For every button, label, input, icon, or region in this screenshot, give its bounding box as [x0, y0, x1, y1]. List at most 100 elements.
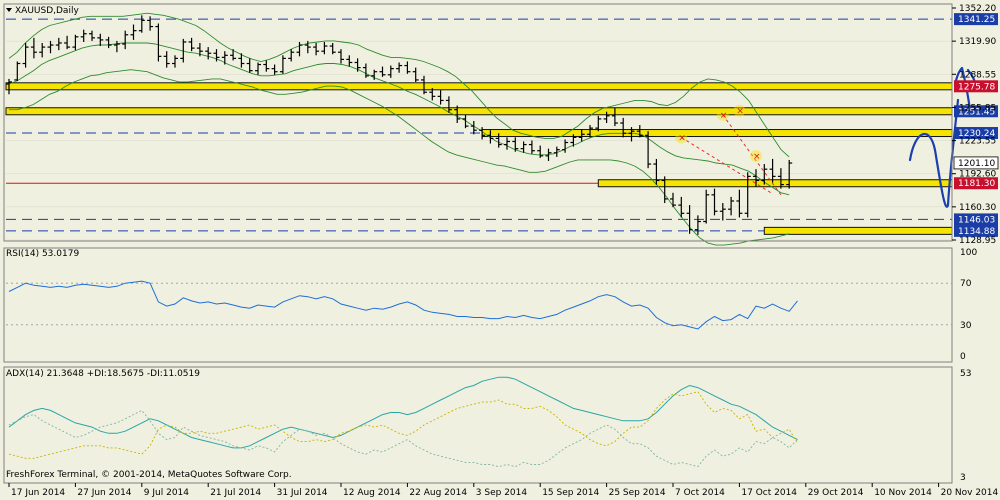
- date-tick-label: 3 Sep 2014: [476, 488, 528, 498]
- ohlc-bar: [578, 129, 585, 142]
- date-tick-label: 10 Nov 2014: [874, 488, 932, 498]
- ohlc-bar: [553, 146, 560, 157]
- price-tick-label: 1319.90: [959, 37, 996, 47]
- ohlc-bar: [163, 51, 170, 68]
- ohlc-bar: [537, 145, 544, 158]
- bollinger-lower: [9, 69, 790, 246]
- ohlc-bar: [396, 62, 403, 73]
- ohlc-bar: [595, 115, 602, 132]
- price-tag-box: [954, 224, 998, 237]
- yellow-zone: [5, 82, 953, 91]
- price-tag-box: [953, 156, 999, 170]
- ohlc-bar: [587, 125, 593, 138]
- price-tag: 1341.25: [954, 13, 998, 26]
- ohlc-bar: [694, 215, 701, 235]
- ohlc-bar: [495, 133, 502, 148]
- rsi-layer: [8, 280, 798, 330]
- ohlc-bar: [512, 137, 519, 152]
- price-tag: 1201.10: [953, 156, 999, 170]
- price-tick-label: 1352.20: [959, 4, 996, 14]
- ohlc-bar: [379, 66, 386, 77]
- ohlc-bar: [611, 107, 618, 127]
- ohlc-bar: [387, 65, 394, 78]
- ohlc-bar: [645, 131, 652, 169]
- ohlc-bar: [296, 41, 303, 57]
- ohlc-bar: [221, 51, 228, 65]
- price-tick-label: 1160.30: [959, 203, 996, 213]
- watermark: FreshForex Terminal, © 2001-2014, MetaQu…: [6, 470, 292, 480]
- ohlc-bar: [777, 168, 784, 189]
- ohlc-bar: [711, 188, 718, 216]
- price-tag-box: [954, 127, 998, 140]
- bollinger-layer: [8, 12, 790, 246]
- price-tag-box: [954, 80, 998, 93]
- ohlc-bar: [205, 47, 212, 60]
- rsi-panel-frame: [3, 247, 953, 363]
- ohlc-bar: [313, 42, 320, 56]
- ohlc-bar: [130, 24, 137, 40]
- price-panel-title: XAUUSD,Daily: [6, 6, 79, 16]
- ohlc-bar: [562, 139, 569, 153]
- ohlc-bar: [271, 64, 278, 75]
- yellow-zone: [481, 129, 953, 138]
- ohlc-bar: [255, 62, 261, 75]
- yellow-zone: [5, 107, 953, 116]
- highlight-marker: [716, 108, 729, 121]
- ohlc-bar: [429, 88, 436, 101]
- ohlc-bar: [454, 105, 461, 124]
- ohlc-bar: [479, 127, 486, 140]
- ohlc-bar: [462, 114, 469, 129]
- ohlc-bar: [728, 196, 735, 216]
- ohlc-bar: [47, 40, 54, 54]
- yellow-zone: [597, 179, 953, 188]
- ohlc-bar: [445, 96, 452, 113]
- ohlc-bar: [279, 55, 286, 74]
- price-tag: 1230.24: [954, 127, 998, 140]
- ohlc-bar: [105, 36, 112, 49]
- ohlc-bar: [39, 42, 46, 58]
- date-tick-label: 25 Sep 2014: [609, 488, 666, 498]
- ohlc-bar: [230, 49, 237, 61]
- ohlc-bar: [437, 90, 444, 105]
- ohlc-bar: [6, 78, 12, 95]
- price-tag-label: 1146.03: [958, 215, 995, 225]
- rsi-tick-label: 70: [960, 279, 972, 289]
- ohlc-bar: [196, 42, 203, 57]
- ohlc-bar: [72, 34, 79, 51]
- cross-marker: ×: [678, 133, 686, 143]
- ohlc-bar: [636, 125, 643, 138]
- price-tick-label: 1255.85: [959, 103, 996, 113]
- ohlc-bar: [338, 49, 344, 64]
- ohlc-bar: [786, 159, 793, 189]
- date-tick-label: 22 Aug 2014: [409, 488, 467, 498]
- ohlc-bar: [64, 35, 71, 50]
- ohlc-bar: [263, 60, 270, 72]
- ohlc-bar: [504, 137, 510, 150]
- yellow-zone: [763, 226, 953, 235]
- rsi-tick-label: 30: [960, 321, 972, 331]
- ohlc-bar: [628, 127, 635, 142]
- price-title: XAUUSD,Daily: [15, 6, 79, 16]
- axis-layer: 1352.20 1319.90 1288.55 1255.85 1223.55 1192.…: [3, 3, 999, 498]
- ohlc-bar: [329, 42, 336, 55]
- price-tag-label: 1341.25: [958, 15, 995, 25]
- ohlc-bar: [22, 42, 29, 68]
- bollinger-upper: [8, 12, 790, 158]
- ohlc-bar: [147, 16, 154, 31]
- rsi-title: RSI(14) 53.0179: [6, 249, 79, 259]
- highlight-marker: [733, 104, 746, 117]
- ohlc-bar: [528, 140, 535, 154]
- ohlc-bar: [678, 196, 685, 218]
- date-tick-label: 21 Jul 2014: [210, 488, 261, 498]
- ohlc-bar: [122, 30, 129, 50]
- ohlc-bar: [620, 117, 627, 138]
- price-tag: 1146.03: [954, 213, 998, 226]
- date-tick-label: 27 Jun 2014: [77, 488, 131, 498]
- price-tag-box: [954, 105, 998, 118]
- ohlc-bar: [736, 189, 743, 218]
- price-tick-label: 1223.55: [959, 137, 996, 147]
- date-tick-label: 31 Jul 2014: [277, 488, 328, 498]
